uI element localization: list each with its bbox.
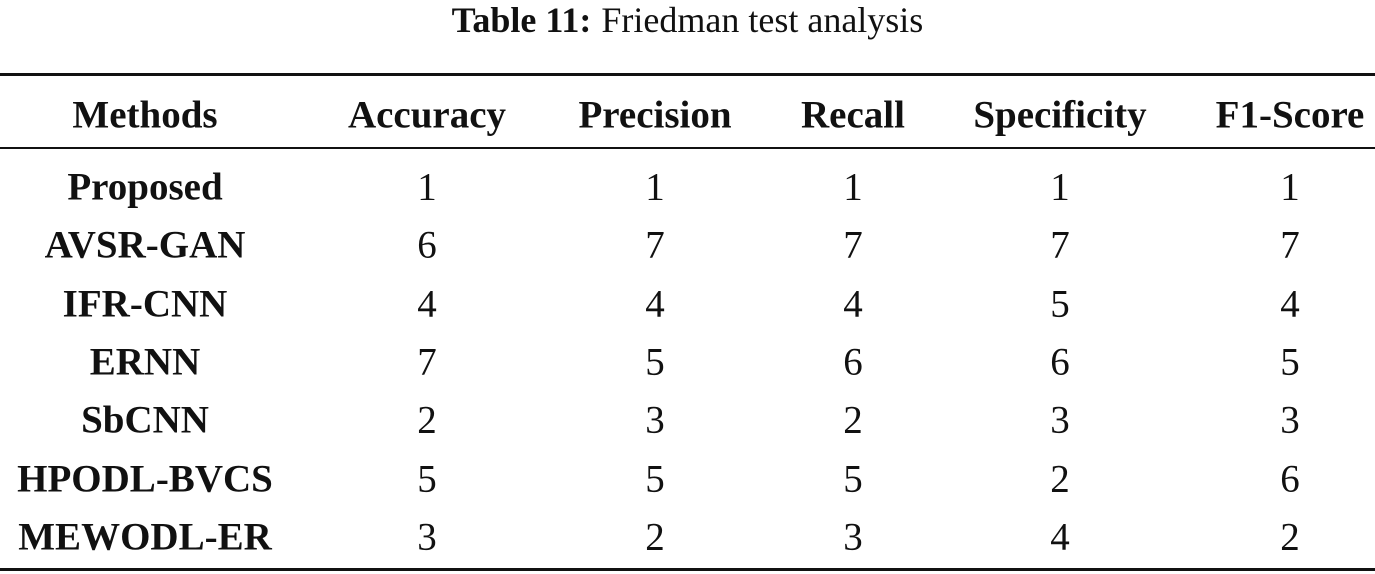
column-header: Methods [72,93,218,137]
top-rule [0,73,1375,76]
rank-cell: 2 [1280,515,1300,559]
rank-cell: 7 [417,340,437,384]
rank-cell: 4 [645,282,665,326]
rank-cell: 2 [645,515,665,559]
rank-cell: 1 [1050,165,1070,209]
rank-cell: 1 [1280,165,1300,209]
column-header: Specificity [973,93,1147,137]
rank-cell: 6 [1280,457,1300,500]
bottom-rule [0,568,1375,571]
rank-cell: 5 [417,457,437,500]
rank-cell: 7 [645,223,665,267]
rank-cell: 5 [1280,340,1300,384]
rank-cell: 6 [1050,340,1070,384]
method-name: IFR-CNN [62,282,228,326]
method-name: Proposed [67,165,223,209]
rank-cell: 6 [843,340,863,384]
rank-cell: 6 [417,223,437,267]
caption: Table 11: Friedman test analysis [0,0,1375,40]
rank-cell: 5 [645,457,665,500]
method-name: ERNN [89,340,201,384]
method-name: HPODL-BVCS [17,457,273,500]
rank-cell: 7 [1280,223,1300,267]
method-name: SbCNN [81,398,209,442]
column-header: Precision [578,93,732,137]
method-name: AVSR-GAN [44,223,246,267]
mid-rule [0,147,1375,149]
rank-cell: 3 [1280,398,1300,442]
rank-cell: 2 [1050,457,1070,500]
rank-cell: 7 [843,223,863,267]
rank-cell: 3 [843,515,863,559]
rank-cell: 1 [843,165,863,209]
rank-cell: 4 [843,282,863,326]
rank-cell: 3 [1050,398,1070,442]
column-header: F1-Score [1215,93,1365,137]
rank-cell: 4 [417,282,437,326]
rank-cell: 3 [645,398,665,442]
rank-cell: 4 [1050,515,1070,559]
rank-cell: 1 [645,165,665,209]
rank-cell: 3 [417,515,437,559]
rank-cell: 5 [645,340,665,384]
column-header: Recall [801,93,905,137]
caption-text: Friedman test analysis [601,0,924,40]
rank-cell: 5 [1050,282,1070,326]
rank-cell: 2 [843,398,863,442]
rank-cell: 5 [843,457,863,500]
rank-cell: 2 [417,398,437,442]
rank-cell: 7 [1050,223,1070,267]
rank-cell: 4 [1280,282,1300,326]
caption-label: Table 11: [451,0,592,40]
rank-cell: 1 [417,165,437,209]
column-header: Accuracy [347,93,507,137]
method-name: MEWODL-ER [18,515,272,559]
